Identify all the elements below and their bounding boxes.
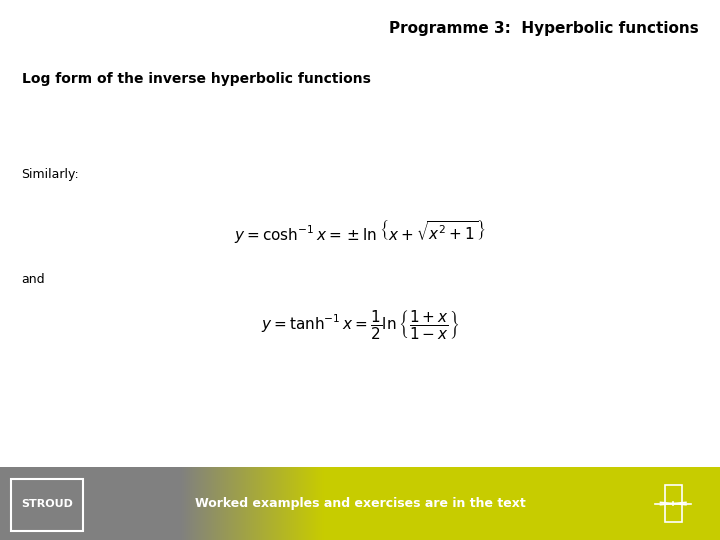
- Text: $y=\tanh^{-1}x=\dfrac{1}{2}\ln\left\{\dfrac{1+x}{1-x}\right\}$: $y=\tanh^{-1}x=\dfrac{1}{2}\ln\left\{\df…: [261, 308, 459, 341]
- Text: Worked examples and exercises are in the text: Worked examples and exercises are in the…: [194, 497, 526, 510]
- Text: Log form of the inverse hyperbolic functions: Log form of the inverse hyperbolic funct…: [22, 72, 371, 86]
- Text: Programme 3:  Hyperbolic functions: Programme 3: Hyperbolic functions: [389, 21, 698, 36]
- Text: Similarly:: Similarly:: [22, 168, 79, 181]
- Text: and: and: [22, 273, 45, 286]
- Text: STROUD: STROUD: [21, 498, 73, 509]
- Text: $y=\cosh^{-1}x=\pm\ln\left\{x+\sqrt{x^2+1}\right\}$: $y=\cosh^{-1}x=\pm\ln\left\{x+\sqrt{x^2+…: [234, 217, 486, 245]
